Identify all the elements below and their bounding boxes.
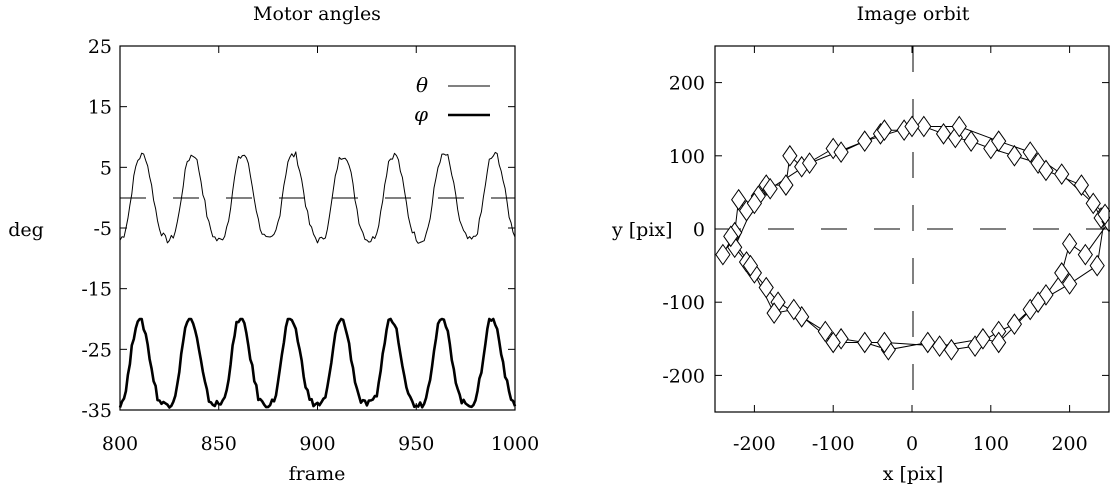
orbit-point-diamond xyxy=(778,174,794,196)
motor-angles-xlabel: frame xyxy=(289,463,346,485)
orbit-point-diamond xyxy=(857,130,873,153)
x-tick-label: -200 xyxy=(733,433,776,455)
orbit-point-diamond xyxy=(1006,313,1023,336)
legend-phi-label: φ xyxy=(414,102,428,126)
x-tick-label: -100 xyxy=(812,433,855,455)
orbit-point-diamond xyxy=(1077,243,1093,266)
image-orbit-xlabel: x [pix] xyxy=(883,463,944,485)
x-tick-label: 100 xyxy=(973,433,1009,455)
orbit-point-diamond xyxy=(833,141,849,164)
orbit-trajectory-line xyxy=(722,125,1110,351)
orbit-point-diamond xyxy=(782,144,798,167)
x-tick-label: 1000 xyxy=(491,433,539,455)
image-orbit-chart: Image orbit y [pix] x [pix] 200 100 0 -100 -… xyxy=(611,3,1110,485)
image-orbit-plot-frame xyxy=(714,45,1110,413)
orbit-point-diamond xyxy=(715,243,731,266)
image-orbit-ylabel: y [pix] xyxy=(611,219,673,241)
orbit-point-diamond xyxy=(766,302,782,325)
orbit-point-diamond xyxy=(1054,163,1070,185)
y-tick-label: 0 xyxy=(693,219,705,241)
orbit-point-diamond xyxy=(825,331,841,354)
orbit-point-diamond xyxy=(920,331,936,354)
motor-angles-chart: Motor angles deg frame 25 15 5 -5 -15 -25 -35 8… xyxy=(8,3,539,485)
orbit-point-diamond xyxy=(876,119,893,142)
y-tick-label: 100 xyxy=(669,146,705,168)
orbit-point-diamond xyxy=(1073,174,1090,196)
orbit-point-diamond xyxy=(731,188,747,211)
orbit-point-diamond xyxy=(951,115,967,138)
orbit-point-diamond xyxy=(1085,192,1101,215)
orbit-point-diamond xyxy=(991,331,1007,354)
x-tick-label: 800 xyxy=(102,433,138,455)
motor-angles-legend: θ φ xyxy=(414,73,490,126)
orbit-point-diamond xyxy=(817,320,833,343)
y-tick-label: 5 xyxy=(100,157,112,179)
x-tick-label: 200 xyxy=(1051,433,1087,455)
phi-series-line xyxy=(118,317,517,409)
orbit-point-diamond xyxy=(931,335,948,357)
orbit-point-diamond xyxy=(746,192,763,215)
orbit-point-diamond xyxy=(1061,273,1078,295)
y-tick-label: -100 xyxy=(662,292,705,314)
y-tick-label: -200 xyxy=(662,365,705,387)
motor-angles-plot-frame xyxy=(119,45,516,411)
orbit-point-diamond xyxy=(904,115,920,138)
motor-angles-ylabel: deg xyxy=(8,219,44,241)
orbit-point-diamond xyxy=(723,225,739,248)
orbit-point-diamond xyxy=(742,254,759,277)
orbit-point-diamond xyxy=(786,298,802,321)
orbit-point-diamond xyxy=(991,130,1007,153)
orbit-point-diamond xyxy=(876,331,893,354)
legend-theta-label: θ xyxy=(416,73,428,97)
y-tick-label: -35 xyxy=(81,400,112,422)
x-tick-label: 0 xyxy=(906,433,918,455)
orbit-point-diamond xyxy=(1022,141,1038,164)
y-tick-label: 25 xyxy=(88,36,112,58)
y-tick-label: -15 xyxy=(81,279,112,301)
x-tick-label: 900 xyxy=(299,433,335,455)
orbit-point-diamond xyxy=(758,276,774,299)
orbit-point-diamond xyxy=(1054,262,1070,284)
x-tick-label: 850 xyxy=(201,433,237,455)
motor-angles-title: Motor angles xyxy=(253,3,381,25)
orbit-point-diamond xyxy=(1061,232,1078,255)
image-orbit-title: Image orbit xyxy=(857,3,970,25)
orbit-point-diamond xyxy=(857,331,873,354)
orbit-point-diamond xyxy=(963,130,979,153)
orbit-point-diamond xyxy=(935,122,952,145)
y-tick-label: -25 xyxy=(81,339,112,361)
y-tick-label: -5 xyxy=(93,218,112,240)
y-tick-label: 15 xyxy=(88,97,112,119)
x-tick-label: 950 xyxy=(398,433,434,455)
y-tick-label: 200 xyxy=(669,73,705,95)
orbit-point-diamond xyxy=(916,115,932,138)
orbit-point-diamond xyxy=(1006,144,1023,167)
orbit-point-diamond xyxy=(1089,254,1105,277)
orbit-point-diamond xyxy=(762,177,778,200)
orbit-point-diamond xyxy=(1030,291,1046,314)
orbit-point-diamond xyxy=(975,327,991,350)
theta-series-line xyxy=(119,151,516,244)
orbit-point-diamond xyxy=(801,152,818,174)
orbit-point-diamond xyxy=(1038,159,1054,182)
